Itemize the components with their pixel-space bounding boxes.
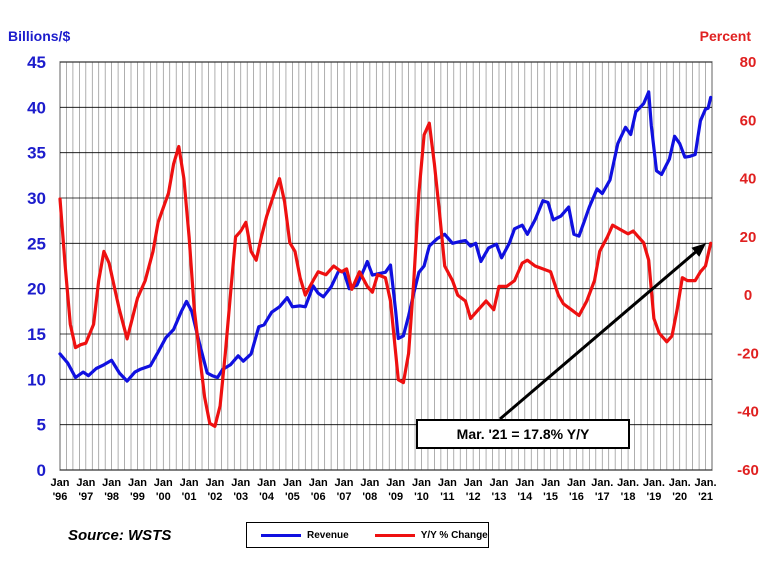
source-note: Source: WSTS xyxy=(68,527,172,544)
x-tick-label-year: '06 xyxy=(311,491,326,503)
x-tick-label-month: Jan xyxy=(438,477,457,489)
right-tick-label: -40 xyxy=(737,404,759,421)
x-tick-label-month: Jan xyxy=(231,477,250,489)
annotation-arrowhead xyxy=(691,243,706,257)
x-tick-label-year: '96 xyxy=(53,491,68,503)
series-line-revenue xyxy=(58,90,713,383)
x-tick-label-year: '05 xyxy=(285,491,300,503)
left-tick-label: 45 xyxy=(27,53,46,72)
left-tick-label: 0 xyxy=(37,461,46,480)
x-tick-label-year: '14 xyxy=(517,491,533,503)
x-tick-label-year: '07 xyxy=(337,491,352,503)
left-axis-title: Billions/$ xyxy=(8,28,71,44)
x-tick-label-year: '09 xyxy=(388,491,403,503)
x-tick-label-month: Jan xyxy=(180,477,199,489)
x-tick-label-month: Jan. xyxy=(669,477,691,489)
legend-label-revenue: Revenue xyxy=(307,529,349,541)
x-tick-label-month: Jan xyxy=(51,477,70,489)
legend-item-yoy: Y/Y % Change xyxy=(374,529,488,541)
right-tick-label: 0 xyxy=(744,287,752,304)
x-tick-label-month: Jan xyxy=(309,477,328,489)
x-tick-label-year: '16 xyxy=(569,491,584,503)
x-tick-label-month: Jan xyxy=(360,477,379,489)
x-tick-label-month: Jan xyxy=(335,477,354,489)
x-tick-label-year: '13 xyxy=(492,491,507,503)
x-tick-label-month: Jan xyxy=(128,477,147,489)
legend: Revenue Y/Y % Change xyxy=(246,522,489,548)
x-tick-label-month: Jan xyxy=(76,477,95,489)
left-tick-label: 40 xyxy=(27,98,46,117)
plot-area xyxy=(59,61,713,471)
x-tick-label-year: '15 xyxy=(543,491,558,503)
annotation-arrow-line xyxy=(499,247,701,421)
legend-swatch-yoy xyxy=(374,533,415,537)
x-tick-label-year: '08 xyxy=(362,491,377,503)
right-tick-label: 20 xyxy=(740,229,757,246)
x-tick-label-month: Jan. xyxy=(695,477,717,489)
x-tick-label-month: Jan xyxy=(205,477,224,489)
legend-swatch-revenue xyxy=(261,533,301,537)
x-tick-label-year: '11 xyxy=(440,491,454,503)
x-tick-label-month: Jan xyxy=(102,477,121,489)
right-tick-label: -60 xyxy=(737,462,759,479)
x-tick-label-year: '02 xyxy=(208,491,223,503)
x-tick-label-year: '17 xyxy=(595,491,610,503)
x-tick-label-month: Jan xyxy=(386,477,405,489)
x-tick-label-year: '97 xyxy=(78,491,93,503)
left-tick-label: 25 xyxy=(27,234,46,253)
left-tick-label: 5 xyxy=(37,416,46,435)
x-tick-label-year: '21 xyxy=(698,491,713,503)
right-tick-label: 60 xyxy=(740,112,757,129)
right-tick-label: -20 xyxy=(737,345,759,362)
x-tick-label-month: Jan xyxy=(283,477,302,489)
x-tick-label-month: Jan xyxy=(515,477,534,489)
annotation-box: Mar. '21 = 17.8% Y/Y xyxy=(416,419,630,449)
left-tick-label: 30 xyxy=(27,189,46,208)
x-tick-label-year: '04 xyxy=(259,491,275,503)
right-tick-label: 80 xyxy=(740,54,757,71)
x-tick-label-month: Jan xyxy=(541,477,560,489)
legend-label-yoy: Y/Y % Change xyxy=(420,529,488,541)
x-tick-label-year: '19 xyxy=(646,491,661,503)
x-tick-label-year: '18 xyxy=(621,491,636,503)
x-tick-label-month: Jan xyxy=(567,477,586,489)
x-tick-label-month: Jan xyxy=(464,477,483,489)
right-tick-label: 40 xyxy=(740,171,757,188)
x-tick-label-year: '12 xyxy=(466,491,481,503)
x-tick-label-year: '00 xyxy=(156,491,171,503)
x-tick-label-month: Jan xyxy=(489,477,508,489)
x-tick-label-year: '98 xyxy=(104,491,119,503)
x-tick-label-month: Jan. xyxy=(591,477,613,489)
x-tick-label-year: '99 xyxy=(130,491,145,503)
left-tick-label: 35 xyxy=(27,144,46,163)
x-tick-label-month: Jan xyxy=(154,477,173,489)
x-tick-label-year: '20 xyxy=(672,491,687,503)
x-tick-label-year: '10 xyxy=(414,491,429,503)
legend-item-revenue: Revenue xyxy=(261,530,349,541)
left-tick-label: 20 xyxy=(27,280,46,299)
x-tick-label-month: Jan xyxy=(257,477,276,489)
x-tick-label-year: '01 xyxy=(182,491,197,503)
left-tick-label: 15 xyxy=(27,325,46,344)
x-tick-label-month: Jan xyxy=(412,477,431,489)
x-tick-label-month: Jan. xyxy=(643,477,665,489)
right-axis-title: Percent xyxy=(699,28,751,44)
x-tick-label-month: Jan. xyxy=(617,477,639,489)
x-tick-label-year: '03 xyxy=(233,491,248,503)
series-line-yoy-change xyxy=(58,121,713,428)
left-tick-label: 10 xyxy=(27,370,46,389)
